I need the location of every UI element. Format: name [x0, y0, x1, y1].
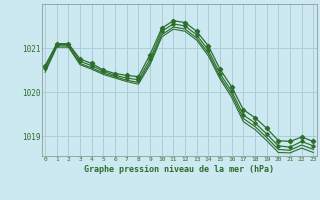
X-axis label: Graphe pression niveau de la mer (hPa): Graphe pression niveau de la mer (hPa) [84, 165, 274, 174]
